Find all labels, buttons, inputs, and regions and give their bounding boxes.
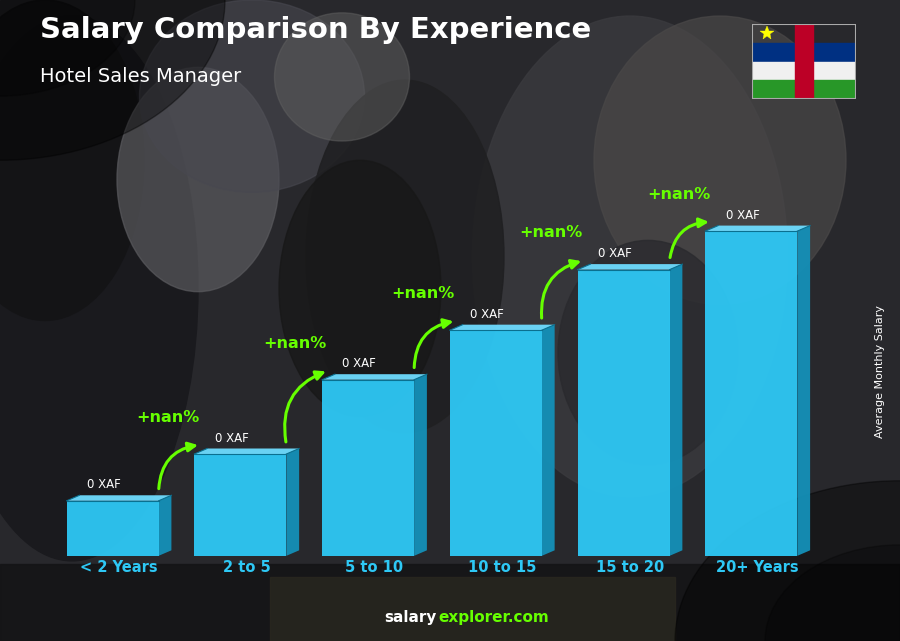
Text: Hotel Sales Manager: Hotel Sales Manager (40, 67, 242, 87)
Ellipse shape (0, 0, 144, 320)
Polygon shape (797, 226, 810, 556)
Text: 0 XAF: 0 XAF (214, 431, 248, 445)
Bar (795, 24, 814, 99)
Text: 15 to 20: 15 to 20 (596, 560, 664, 575)
Polygon shape (158, 495, 171, 556)
Ellipse shape (765, 545, 900, 641)
Ellipse shape (140, 0, 364, 192)
Ellipse shape (274, 13, 410, 141)
Polygon shape (322, 379, 414, 556)
Polygon shape (67, 501, 158, 556)
Text: 10 to 15: 10 to 15 (468, 560, 536, 575)
Bar (752, 62, 856, 81)
Polygon shape (194, 449, 299, 454)
Bar (752, 43, 856, 62)
Polygon shape (194, 454, 286, 556)
Bar (752, 99, 856, 118)
Polygon shape (706, 231, 797, 556)
Bar (752, 81, 856, 99)
Ellipse shape (675, 481, 900, 641)
Polygon shape (450, 330, 542, 556)
Text: 0 XAF: 0 XAF (598, 247, 632, 260)
Text: 5 to 10: 5 to 10 (346, 560, 403, 575)
Text: 0 XAF: 0 XAF (342, 357, 376, 370)
Polygon shape (67, 495, 171, 501)
Text: Average Monthly Salary: Average Monthly Salary (875, 305, 886, 438)
Text: salary: salary (384, 610, 436, 625)
Ellipse shape (472, 16, 788, 497)
Polygon shape (414, 374, 427, 556)
Text: +nan%: +nan% (264, 335, 327, 351)
Polygon shape (578, 264, 682, 270)
Polygon shape (542, 324, 554, 556)
Text: explorer.com: explorer.com (438, 610, 549, 625)
Text: 20+ Years: 20+ Years (716, 560, 799, 575)
Text: +nan%: +nan% (647, 187, 710, 202)
Ellipse shape (558, 240, 738, 465)
Bar (0, 564, 900, 641)
Ellipse shape (279, 160, 441, 417)
Ellipse shape (0, 16, 198, 561)
Polygon shape (670, 264, 682, 556)
Ellipse shape (117, 67, 279, 292)
Polygon shape (706, 226, 810, 231)
Text: < 2 Years: < 2 Years (80, 560, 158, 575)
Text: 0 XAF: 0 XAF (470, 308, 504, 320)
Text: Salary Comparison By Experience: Salary Comparison By Experience (40, 16, 592, 44)
Ellipse shape (594, 16, 846, 304)
Text: +nan%: +nan% (392, 286, 454, 301)
Polygon shape (286, 449, 299, 556)
Polygon shape (450, 324, 554, 330)
Polygon shape (322, 374, 427, 379)
Text: 0 XAF: 0 XAF (725, 209, 760, 222)
Text: 0 XAF: 0 XAF (86, 478, 121, 492)
Text: +nan%: +nan% (136, 410, 199, 425)
Text: 2 to 5: 2 to 5 (223, 560, 271, 575)
Text: +nan%: +nan% (519, 226, 582, 240)
Ellipse shape (0, 0, 225, 160)
Polygon shape (578, 270, 670, 556)
Ellipse shape (0, 0, 135, 96)
Ellipse shape (306, 80, 504, 433)
Bar (270, 577, 675, 641)
